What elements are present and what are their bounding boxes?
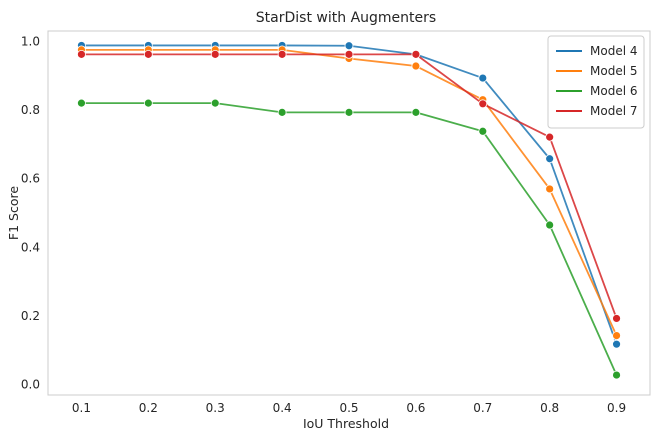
data-point-model-7 [143,49,153,59]
y-axis-label: F1 Score [6,186,21,240]
x-tick-label: 0.2 [139,401,158,415]
data-point-model-6 [277,107,287,117]
data-point-model-6 [344,107,354,117]
data-point-model-6 [77,98,86,108]
x-tick-label: 0.5 [339,401,358,415]
legend: Model 4 Model 5 Model 6 Model 7 [547,35,645,129]
data-point-model-7 [612,314,621,323]
y-tick-label: 1.0 [21,34,40,48]
chart-title: StarDist with Augmenters [256,10,436,26]
data-point-model-7 [344,49,354,59]
data-point-model-7 [478,99,488,109]
data-point-model-6 [478,126,488,136]
data-point-model-4 [545,154,555,164]
y-tick-label: 0.8 [21,103,40,117]
x-axis-label: IoU Threshold [303,416,389,431]
data-point-model-7 [411,49,421,59]
data-point-model-5 [411,61,421,71]
series-model-7 [77,49,621,323]
data-point-model-6 [143,98,153,108]
y-tick-label: 0.2 [21,309,40,323]
y-tick-label: 0.4 [21,240,40,254]
legend-label-model-7: Model 7 [590,104,637,118]
series-model-6 [77,98,621,380]
tick-labels: 0.0 0.2 0.4 0.6 0.8 1.0 0.1 0.2 0.3 0.4 0.5 0.6 0.7 0… [21,34,626,415]
data-point-model-6 [612,370,621,380]
data-point-model-6 [545,220,555,230]
x-tick-label: 0.9 [607,401,626,415]
data-point-model-7 [77,49,86,59]
x-tick-label: 0.6 [406,401,425,415]
y-tick-label: 0.6 [21,172,40,186]
data-point-model-7 [545,132,555,142]
series-layer [77,41,621,380]
data-point-model-6 [411,107,421,117]
x-tick-label: 0.3 [206,401,225,415]
data-point-model-7 [277,49,287,59]
legend-label-model-5: Model 5 [590,64,637,78]
data-point-model-4 [344,41,354,51]
y-tick-label: 0.0 [21,378,40,392]
data-point-model-7 [210,49,220,59]
x-tick-label: 0.7 [473,401,492,415]
data-point-model-5 [545,184,555,194]
x-tick-label: 0.8 [540,401,559,415]
x-tick-label: 0.1 [72,401,91,415]
legend-box [547,35,645,129]
data-point-model-6 [210,98,220,108]
legend-label-model-6: Model 6 [590,84,637,98]
x-tick-label: 0.4 [273,401,292,415]
data-point-model-4 [478,73,488,83]
data-point-model-5 [612,331,621,340]
legend-label-model-4: Model 4 [590,44,637,58]
data-point-model-4 [612,339,621,349]
